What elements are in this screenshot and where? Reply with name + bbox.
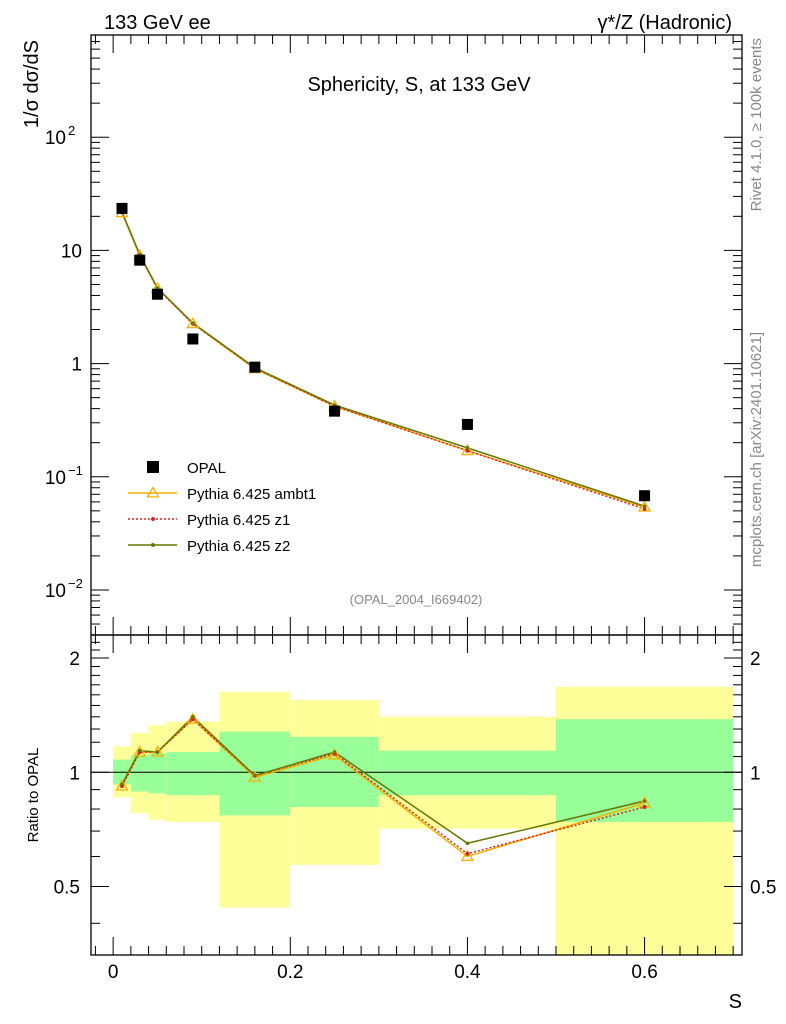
ratio-plot-frame: [90, 634, 743, 956]
legend-label-data: OPAL: [187, 460, 226, 477]
ratio-point: [115, 779, 129, 791]
ratio-band-inner: [219, 731, 291, 816]
data-point: [187, 333, 199, 345]
ratio-band-inner: [378, 750, 556, 796]
ratio-point: [155, 750, 160, 754]
markers: [115, 202, 652, 861]
data-point: [461, 418, 473, 430]
legend-label: Pythia 6.425 z1: [187, 512, 290, 529]
series-point: [191, 321, 195, 325]
legend-marker: [146, 486, 160, 498]
x-tick-label: 0.2: [277, 962, 303, 983]
chart-title: Sphericity, S, at 133 GeV: [307, 74, 531, 96]
x-tick-label: 0.4: [454, 962, 481, 983]
legend-label: Pythia 6.425 z2: [187, 538, 290, 555]
data-point: [249, 361, 261, 373]
ratio-point: [120, 782, 124, 787]
ratio-point: [642, 799, 647, 803]
ratio-uncertainty-bands: [91, 686, 742, 955]
legend-marker: [151, 517, 155, 521]
y-tick-exponent: −2: [68, 576, 83, 591]
header-right-label: γ*/Z (Hadronic): [598, 12, 732, 34]
y-tick-label: 10: [45, 468, 66, 489]
series-point: [642, 506, 647, 511]
x-tick-label: 0: [108, 962, 119, 983]
ratio-point: [327, 748, 342, 760]
data-point: [639, 490, 651, 502]
data-point: [151, 288, 163, 300]
legend-marker: [151, 543, 155, 547]
ratio-tick-label-right: 1: [750, 763, 761, 784]
series-point: [465, 448, 470, 453]
mcplots-label: mcplots.cern.ch [arXiv:2401.10621]: [748, 332, 765, 567]
ratio-point: [186, 712, 200, 724]
y-tick-label: 10: [61, 241, 82, 262]
ratio-point: [465, 841, 470, 846]
ratio-band-inner: [166, 752, 220, 796]
y-tick-exponent: 2: [68, 123, 75, 138]
ratio-point: [253, 773, 257, 778]
ratio-point: [642, 805, 647, 810]
y-tick-label: 10: [45, 128, 66, 149]
ratio-point: [465, 851, 470, 856]
ratio-band-inner: [556, 719, 734, 822]
ratio-point: [460, 849, 475, 861]
ratio-tick-label-left: 0.5: [54, 878, 80, 899]
ratio-point: [150, 745, 165, 757]
header-left-label: 133 GeV ee: [104, 12, 211, 34]
y-axis-label: 1/σ dσ/dS: [21, 40, 43, 128]
x-axis-label: S: [729, 991, 742, 1013]
ratio-band-inner: [130, 755, 149, 792]
ratio-tick-label-right: 2: [750, 649, 761, 670]
data-point: [134, 254, 146, 266]
ratio-y-axis-label: Ratio to OPAL: [25, 748, 42, 843]
y-tick-label: 10: [45, 581, 66, 602]
ratio-tick-label-right: 0.5: [750, 878, 776, 899]
data-point: [329, 405, 341, 417]
data-point: [116, 202, 128, 214]
ratio-tick-label-left: 1: [69, 763, 80, 784]
ratio-tick-label-left: 2: [69, 649, 80, 670]
series-point: [465, 446, 470, 450]
axis-ticks: [91, 34, 742, 955]
analysis-id-label: (OPAL_2004_I669402): [350, 592, 483, 607]
y-tick-label: 1: [71, 355, 82, 376]
legend-label: Pythia 6.425 ambt1: [187, 486, 316, 503]
rivet-version-label: Rivet 4.1.0, ≥ 100k events: [748, 38, 765, 211]
ratio-point: [137, 748, 142, 753]
ratio-point: [332, 750, 337, 754]
legend-swatch-data: [147, 461, 159, 473]
ratio-band-inner: [148, 753, 167, 794]
y-tick-exponent: −1: [68, 463, 83, 478]
legend: OPAL Pythia 6.425 ambt1 Pythia 6.425 z1 Pyt…: [128, 460, 316, 555]
series-point: [460, 443, 475, 456]
series-point: [186, 316, 200, 329]
series-point: [642, 504, 647, 508]
ratio-point: [133, 745, 147, 757]
plot-frames: [90, 34, 743, 956]
ratio-point: [248, 770, 262, 782]
x-tick-label: 0.6: [631, 962, 657, 983]
ratio-point: [191, 715, 195, 719]
